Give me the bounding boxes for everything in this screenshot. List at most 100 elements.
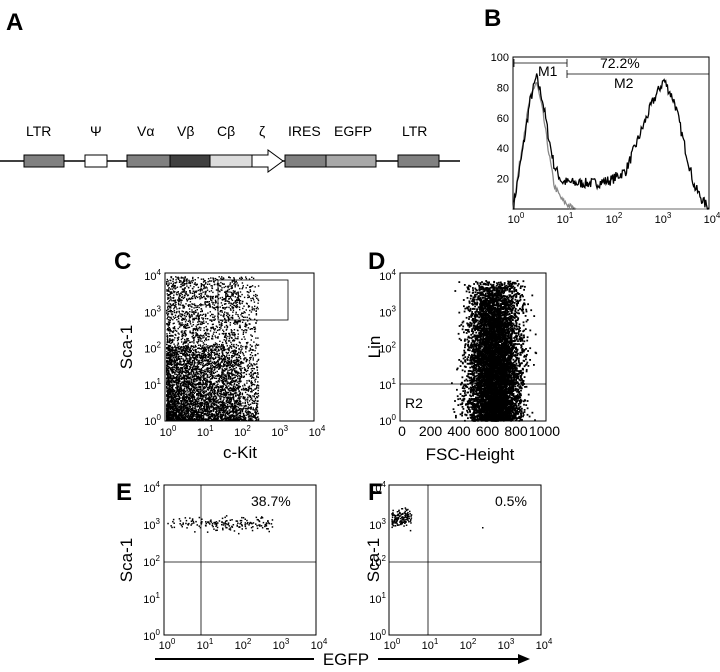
c-event <box>202 355 205 358</box>
c-event <box>229 333 231 335</box>
c-event <box>180 281 182 283</box>
c-event <box>226 372 229 374</box>
c-event <box>180 313 183 315</box>
c-event <box>200 308 203 310</box>
c-event <box>192 332 195 334</box>
c-event <box>207 406 209 408</box>
c-event <box>226 300 228 302</box>
c-event <box>182 304 184 307</box>
c-event <box>188 413 190 415</box>
c-event <box>254 295 257 298</box>
c-event <box>179 380 181 383</box>
c-event <box>253 294 255 297</box>
c-event <box>234 393 236 395</box>
c-event <box>174 301 176 303</box>
c-event <box>182 297 185 300</box>
c-event <box>213 319 215 321</box>
c-event <box>221 351 223 353</box>
c-event <box>253 377 255 379</box>
c-event <box>187 326 189 329</box>
c-event <box>174 346 176 349</box>
v-beta-label: Vβ <box>177 123 194 139</box>
c-event <box>169 307 171 309</box>
c-event <box>220 347 222 349</box>
c-event <box>233 283 235 285</box>
c-event <box>253 326 255 329</box>
c-event <box>179 351 181 353</box>
c-event <box>199 404 202 407</box>
c-event <box>223 398 225 400</box>
c-event <box>188 326 191 329</box>
c-event <box>248 295 250 297</box>
c-event <box>254 330 256 333</box>
c-event <box>178 278 180 281</box>
c-event <box>218 352 221 355</box>
c-event <box>190 395 192 397</box>
c-event <box>214 363 216 365</box>
c-event <box>174 395 176 398</box>
c-event <box>190 379 193 381</box>
c-event <box>177 393 179 395</box>
c-event <box>183 289 186 291</box>
c-event <box>257 416 259 418</box>
c-event <box>195 311 197 313</box>
c-event <box>188 340 190 342</box>
c-event <box>228 378 230 380</box>
c-event <box>173 359 176 361</box>
c-event <box>172 417 175 419</box>
c-event <box>206 362 209 364</box>
c-event <box>168 323 170 326</box>
c-event <box>216 343 218 345</box>
c-event <box>188 305 190 307</box>
c-event <box>211 373 213 375</box>
c-event <box>173 362 175 364</box>
c-event <box>173 308 175 310</box>
c-event <box>189 341 191 344</box>
c-event <box>200 418 202 420</box>
c-event <box>217 373 220 376</box>
c-event <box>192 355 194 358</box>
c-event <box>174 371 176 374</box>
c-event <box>226 379 228 381</box>
c-event <box>244 418 246 420</box>
c-event <box>186 416 189 419</box>
c-event <box>183 294 186 297</box>
c-event <box>248 395 251 397</box>
c-event <box>206 382 208 384</box>
c-event <box>211 377 213 380</box>
c-event <box>202 383 204 386</box>
c-event <box>202 358 204 360</box>
c-event <box>228 372 230 375</box>
c-event <box>173 369 175 371</box>
c-event <box>168 305 170 307</box>
c-event <box>257 395 260 397</box>
c-event <box>199 403 201 406</box>
c-event <box>171 340 174 342</box>
c-event <box>218 294 220 296</box>
c-event <box>171 388 174 391</box>
c-event <box>227 320 230 322</box>
c-event <box>174 377 176 380</box>
c-event <box>231 360 233 363</box>
c-event <box>226 368 228 371</box>
c-event <box>228 415 230 417</box>
c-event <box>178 377 180 379</box>
c-event <box>222 405 224 407</box>
c-event <box>238 341 241 343</box>
c-event <box>255 402 258 405</box>
c-event <box>207 356 209 358</box>
c-event <box>200 283 202 285</box>
c-event <box>203 351 205 353</box>
c-event <box>173 366 176 369</box>
c-event <box>229 416 231 418</box>
c-event <box>195 358 197 360</box>
c-event <box>207 323 209 325</box>
c-event <box>252 349 254 351</box>
c-event <box>244 322 247 324</box>
c-event <box>219 362 222 364</box>
c-event <box>231 316 234 319</box>
c-event <box>240 396 242 398</box>
c-event <box>178 333 180 335</box>
c-event <box>247 341 249 344</box>
c-event <box>192 370 194 372</box>
